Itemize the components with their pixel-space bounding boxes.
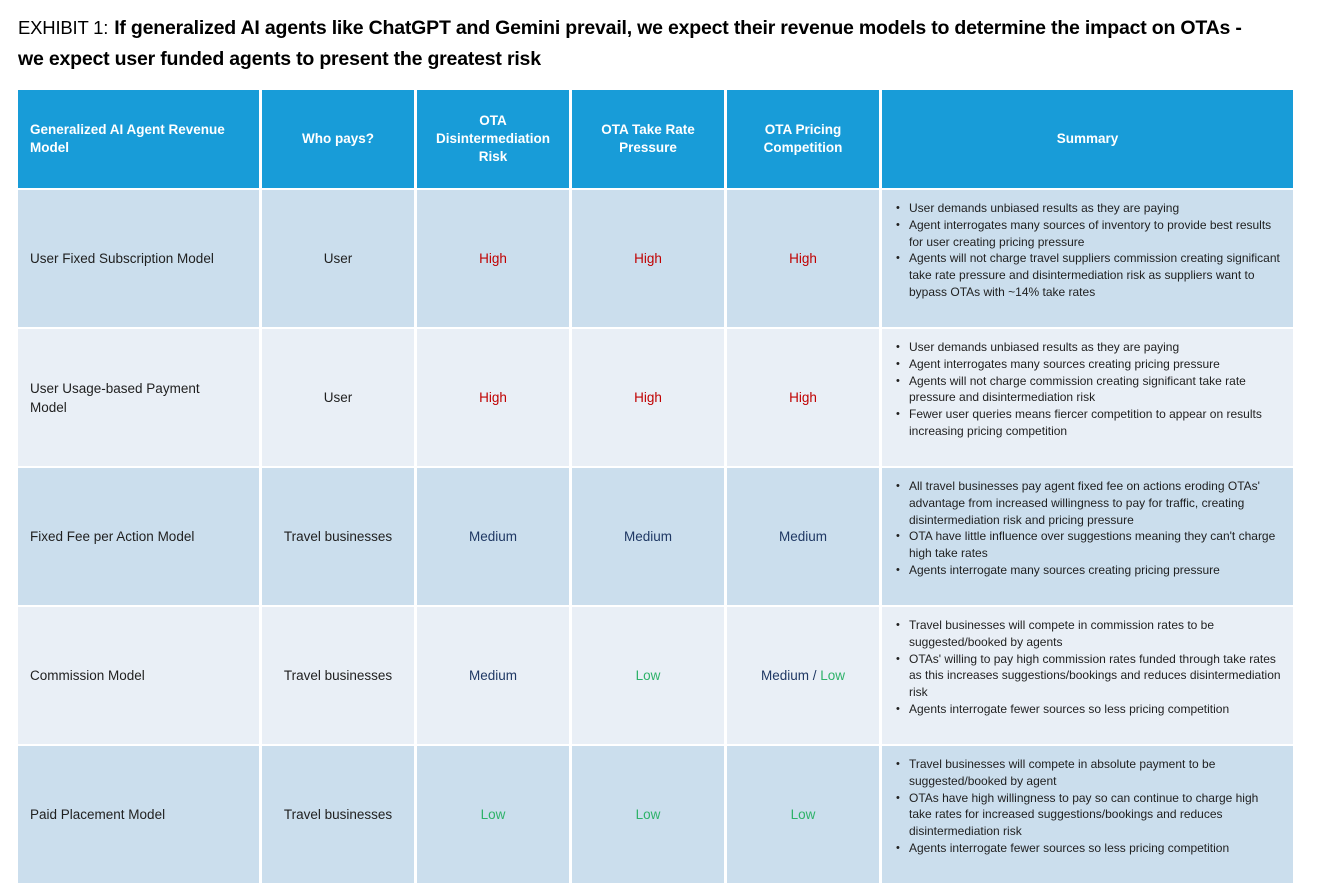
cell-summary: Travel businesses will compete in commis… (882, 607, 1293, 744)
table-row: User Usage-based Payment Model User High Hi… (18, 329, 1293, 466)
cell-take-rate-pressure: Low (572, 746, 724, 883)
rating-medium: Medium (468, 668, 517, 683)
table-row: User Fixed Subscription Model User High Hig… (18, 190, 1293, 327)
summary-bullet: Agents interrogate fewer sources so less… (894, 701, 1283, 718)
column-header-summary: Summary (882, 90, 1293, 188)
summary-bullet: OTAs have high willingness to pay so can… (894, 790, 1283, 840)
summary-bullet: Agents will not charge commission creati… (894, 373, 1283, 407)
revenue-model-table: Generalized AI Agent Revenue Model Who pa… (15, 88, 1296, 885)
summary-bullet: User demands unbiased results as they ar… (894, 200, 1283, 217)
table-body: User Fixed Subscription Model User High Hig… (18, 190, 1293, 883)
rating-low: Low (635, 807, 661, 822)
cell-pricing-competition: High (727, 190, 879, 327)
rating-high: High (479, 251, 507, 266)
rating-low: Low (480, 807, 506, 822)
cell-take-rate-pressure: Medium (572, 468, 724, 605)
exhibit-number: EXHIBIT 1: (18, 17, 109, 38)
cell-disintermediation-risk: Medium (417, 468, 569, 605)
cell-take-rate-pressure: High (572, 190, 724, 327)
cell-summary: User demands unbiased results as they ar… (882, 190, 1293, 327)
cell-who-pays: User (262, 190, 414, 327)
rating-medium: Medium (760, 668, 809, 683)
cell-disintermediation-risk: Medium (417, 607, 569, 744)
summary-bullet: OTAs' willing to pay high commission rat… (894, 651, 1283, 701)
summary-bullet: OTA have little influence over suggestio… (894, 528, 1283, 562)
rating-high: High (789, 390, 817, 405)
cell-summary: Travel businesses will compete in absolu… (882, 746, 1293, 883)
table-row: Fixed Fee per Action Model Travel busines… (18, 468, 1293, 605)
rating-low: Low (790, 807, 816, 822)
header-row: Generalized AI Agent Revenue Model Who pa… (18, 90, 1293, 188)
cell-summary: User demands unbiased results as they ar… (882, 329, 1293, 466)
summary-bullet: All travel businesses pay agent fixed fe… (894, 478, 1283, 528)
cell-revenue-model: User Usage-based Payment Model (18, 329, 259, 466)
rating-high: High (789, 251, 817, 266)
column-header-who-pays: Who pays? (262, 90, 414, 188)
cell-who-pays: Travel businesses (262, 746, 414, 883)
summary-list: Travel businesses will compete in commis… (894, 617, 1283, 718)
rating-high: High (634, 251, 662, 266)
cell-take-rate-pressure: Low (572, 607, 724, 744)
cell-pricing-competition: High (727, 329, 879, 466)
rating-high: High (479, 390, 507, 405)
rating-low: Low (820, 668, 846, 683)
cell-disintermediation-risk: Low (417, 746, 569, 883)
rating-low: Low (635, 668, 661, 683)
summary-list: User demands unbiased results as they ar… (894, 339, 1283, 440)
cell-summary: All travel businesses pay agent fixed fe… (882, 468, 1293, 605)
column-header-take-rate-pressure: OTA Take Rate Pressure (572, 90, 724, 188)
summary-bullet: Agents will not charge travel suppliers … (894, 250, 1283, 300)
cell-revenue-model: User Fixed Subscription Model (18, 190, 259, 327)
table-header: Generalized AI Agent Revenue Model Who pa… (18, 90, 1293, 188)
cell-who-pays: User (262, 329, 414, 466)
summary-bullet: Agent interrogates many sources creating… (894, 356, 1283, 373)
summary-bullet: User demands unbiased results as they ar… (894, 339, 1283, 356)
cell-revenue-model: Commission Model (18, 607, 259, 744)
summary-list: All travel businesses pay agent fixed fe… (894, 478, 1283, 579)
table-row: Commission Model Travel businesses Medium L… (18, 607, 1293, 744)
cell-who-pays: Travel businesses (262, 607, 414, 744)
rating-medium: Medium (778, 529, 827, 544)
cell-disintermediation-risk: High (417, 329, 569, 466)
column-header-pricing-competition: OTA Pricing Competition (727, 90, 879, 188)
cell-revenue-model: Fixed Fee per Action Model (18, 468, 259, 605)
exhibit-title: EXHIBIT 1: If generalized AI agents like … (18, 12, 1270, 75)
exhibit-title-text: If generalized AI agents like ChatGPT an… (18, 17, 1242, 70)
cell-pricing-competition: Low (727, 746, 879, 883)
summary-list: User demands unbiased results as they ar… (894, 200, 1283, 301)
column-header-revenue-model: Generalized AI Agent Revenue Model (18, 90, 259, 188)
summary-bullet: Travel businesses will compete in absolu… (894, 756, 1283, 790)
summary-bullet: Agents interrogate fewer sources so less… (894, 840, 1283, 857)
rating-high: High (634, 390, 662, 405)
cell-pricing-competition: Medium / Low (727, 607, 879, 744)
cell-pricing-competition: Medium (727, 468, 879, 605)
summary-bullet: Fewer user queries means fiercer competi… (894, 406, 1283, 440)
summary-bullet: Agents interrogate many sources creating… (894, 562, 1283, 579)
rating-sep: / (808, 668, 821, 683)
cell-take-rate-pressure: High (572, 329, 724, 466)
summary-bullet: Agent interrogates many sources of inven… (894, 217, 1283, 251)
cell-disintermediation-risk: High (417, 190, 569, 327)
cell-who-pays: Travel businesses (262, 468, 414, 605)
column-header-disintermediation-risk: OTA Disintermediation Risk (417, 90, 569, 188)
summary-list: Travel businesses will compete in absolu… (894, 756, 1283, 857)
rating-medium: Medium (623, 529, 672, 544)
table-row: Paid Placement Model Travel businesses Low… (18, 746, 1293, 883)
rating-medium: Medium (468, 529, 517, 544)
summary-bullet: Travel businesses will compete in commis… (894, 617, 1283, 651)
cell-revenue-model: Paid Placement Model (18, 746, 259, 883)
